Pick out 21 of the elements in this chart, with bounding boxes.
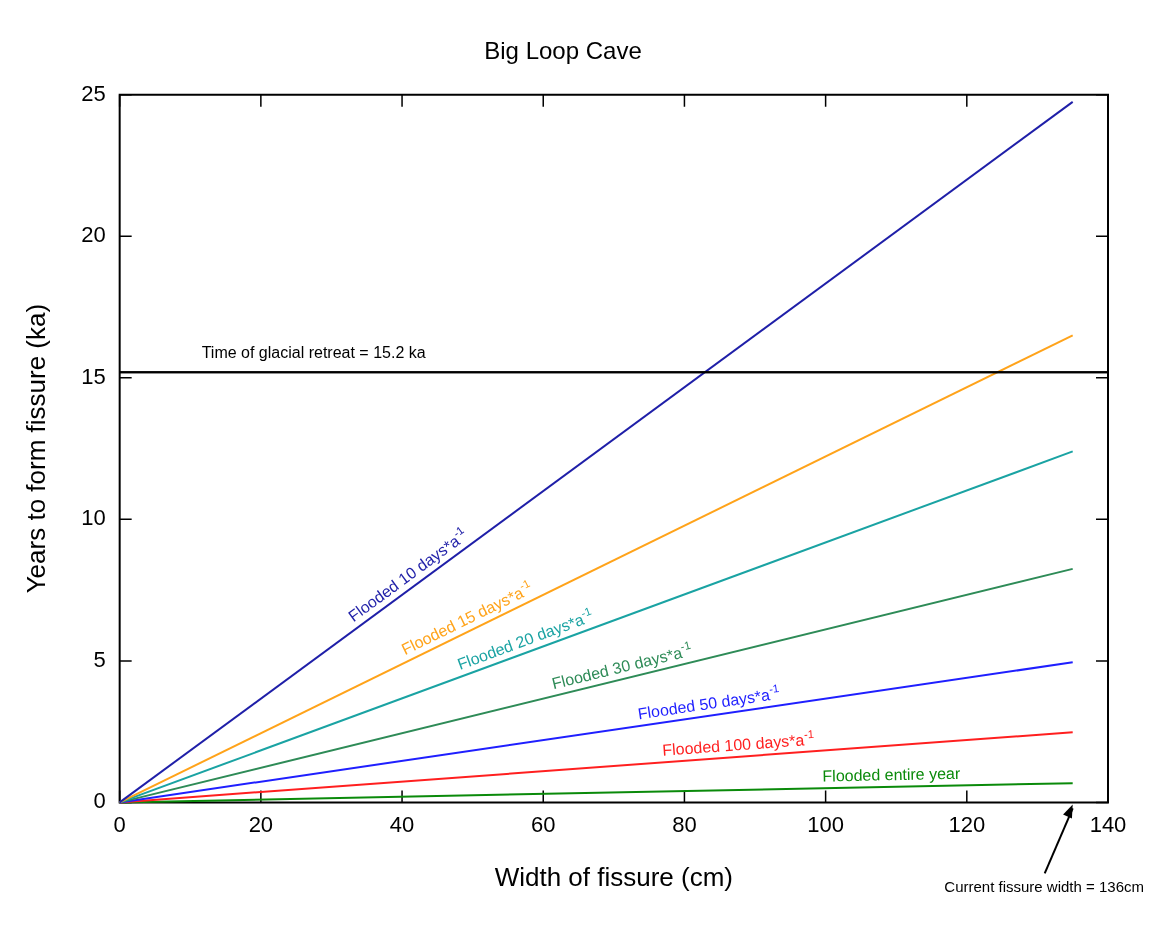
text: Current fissure width = 136cm — [944, 877, 1145, 895]
x-axis-title: Width of fissure (cm) — [494, 861, 734, 892]
y-tick-label: 0 — [93, 788, 106, 814]
series-label: Flooded entire year — [822, 764, 962, 785]
x-tick-label: 20 — [248, 811, 274, 837]
y-tick-label: 15 — [81, 363, 106, 389]
y-axis-title: Years to form fissure (ka) — [20, 303, 51, 594]
x-tick-label: 120 — [948, 811, 986, 837]
x-tick-label: 0 — [113, 811, 126, 837]
ref-line-label: Time of glacial retreat = 15.2 ka — [201, 343, 426, 361]
x-tick-label: 40 — [389, 811, 415, 837]
y-tick-label: 25 — [81, 80, 106, 106]
y-tick-label: 20 — [81, 222, 106, 248]
y-tick-label: 10 — [81, 505, 106, 531]
x-tick-label: 80 — [672, 811, 697, 837]
x-tick-label: 100 — [807, 811, 844, 837]
x-tick-label: 140 — [1089, 811, 1127, 837]
series-label: Flooded 100 days*a-1 — [661, 727, 815, 759]
y-tick-label: 5 — [93, 646, 106, 672]
x-tick-label: 60 — [531, 811, 556, 837]
chart-title: Big Loop Cave — [484, 37, 642, 65]
